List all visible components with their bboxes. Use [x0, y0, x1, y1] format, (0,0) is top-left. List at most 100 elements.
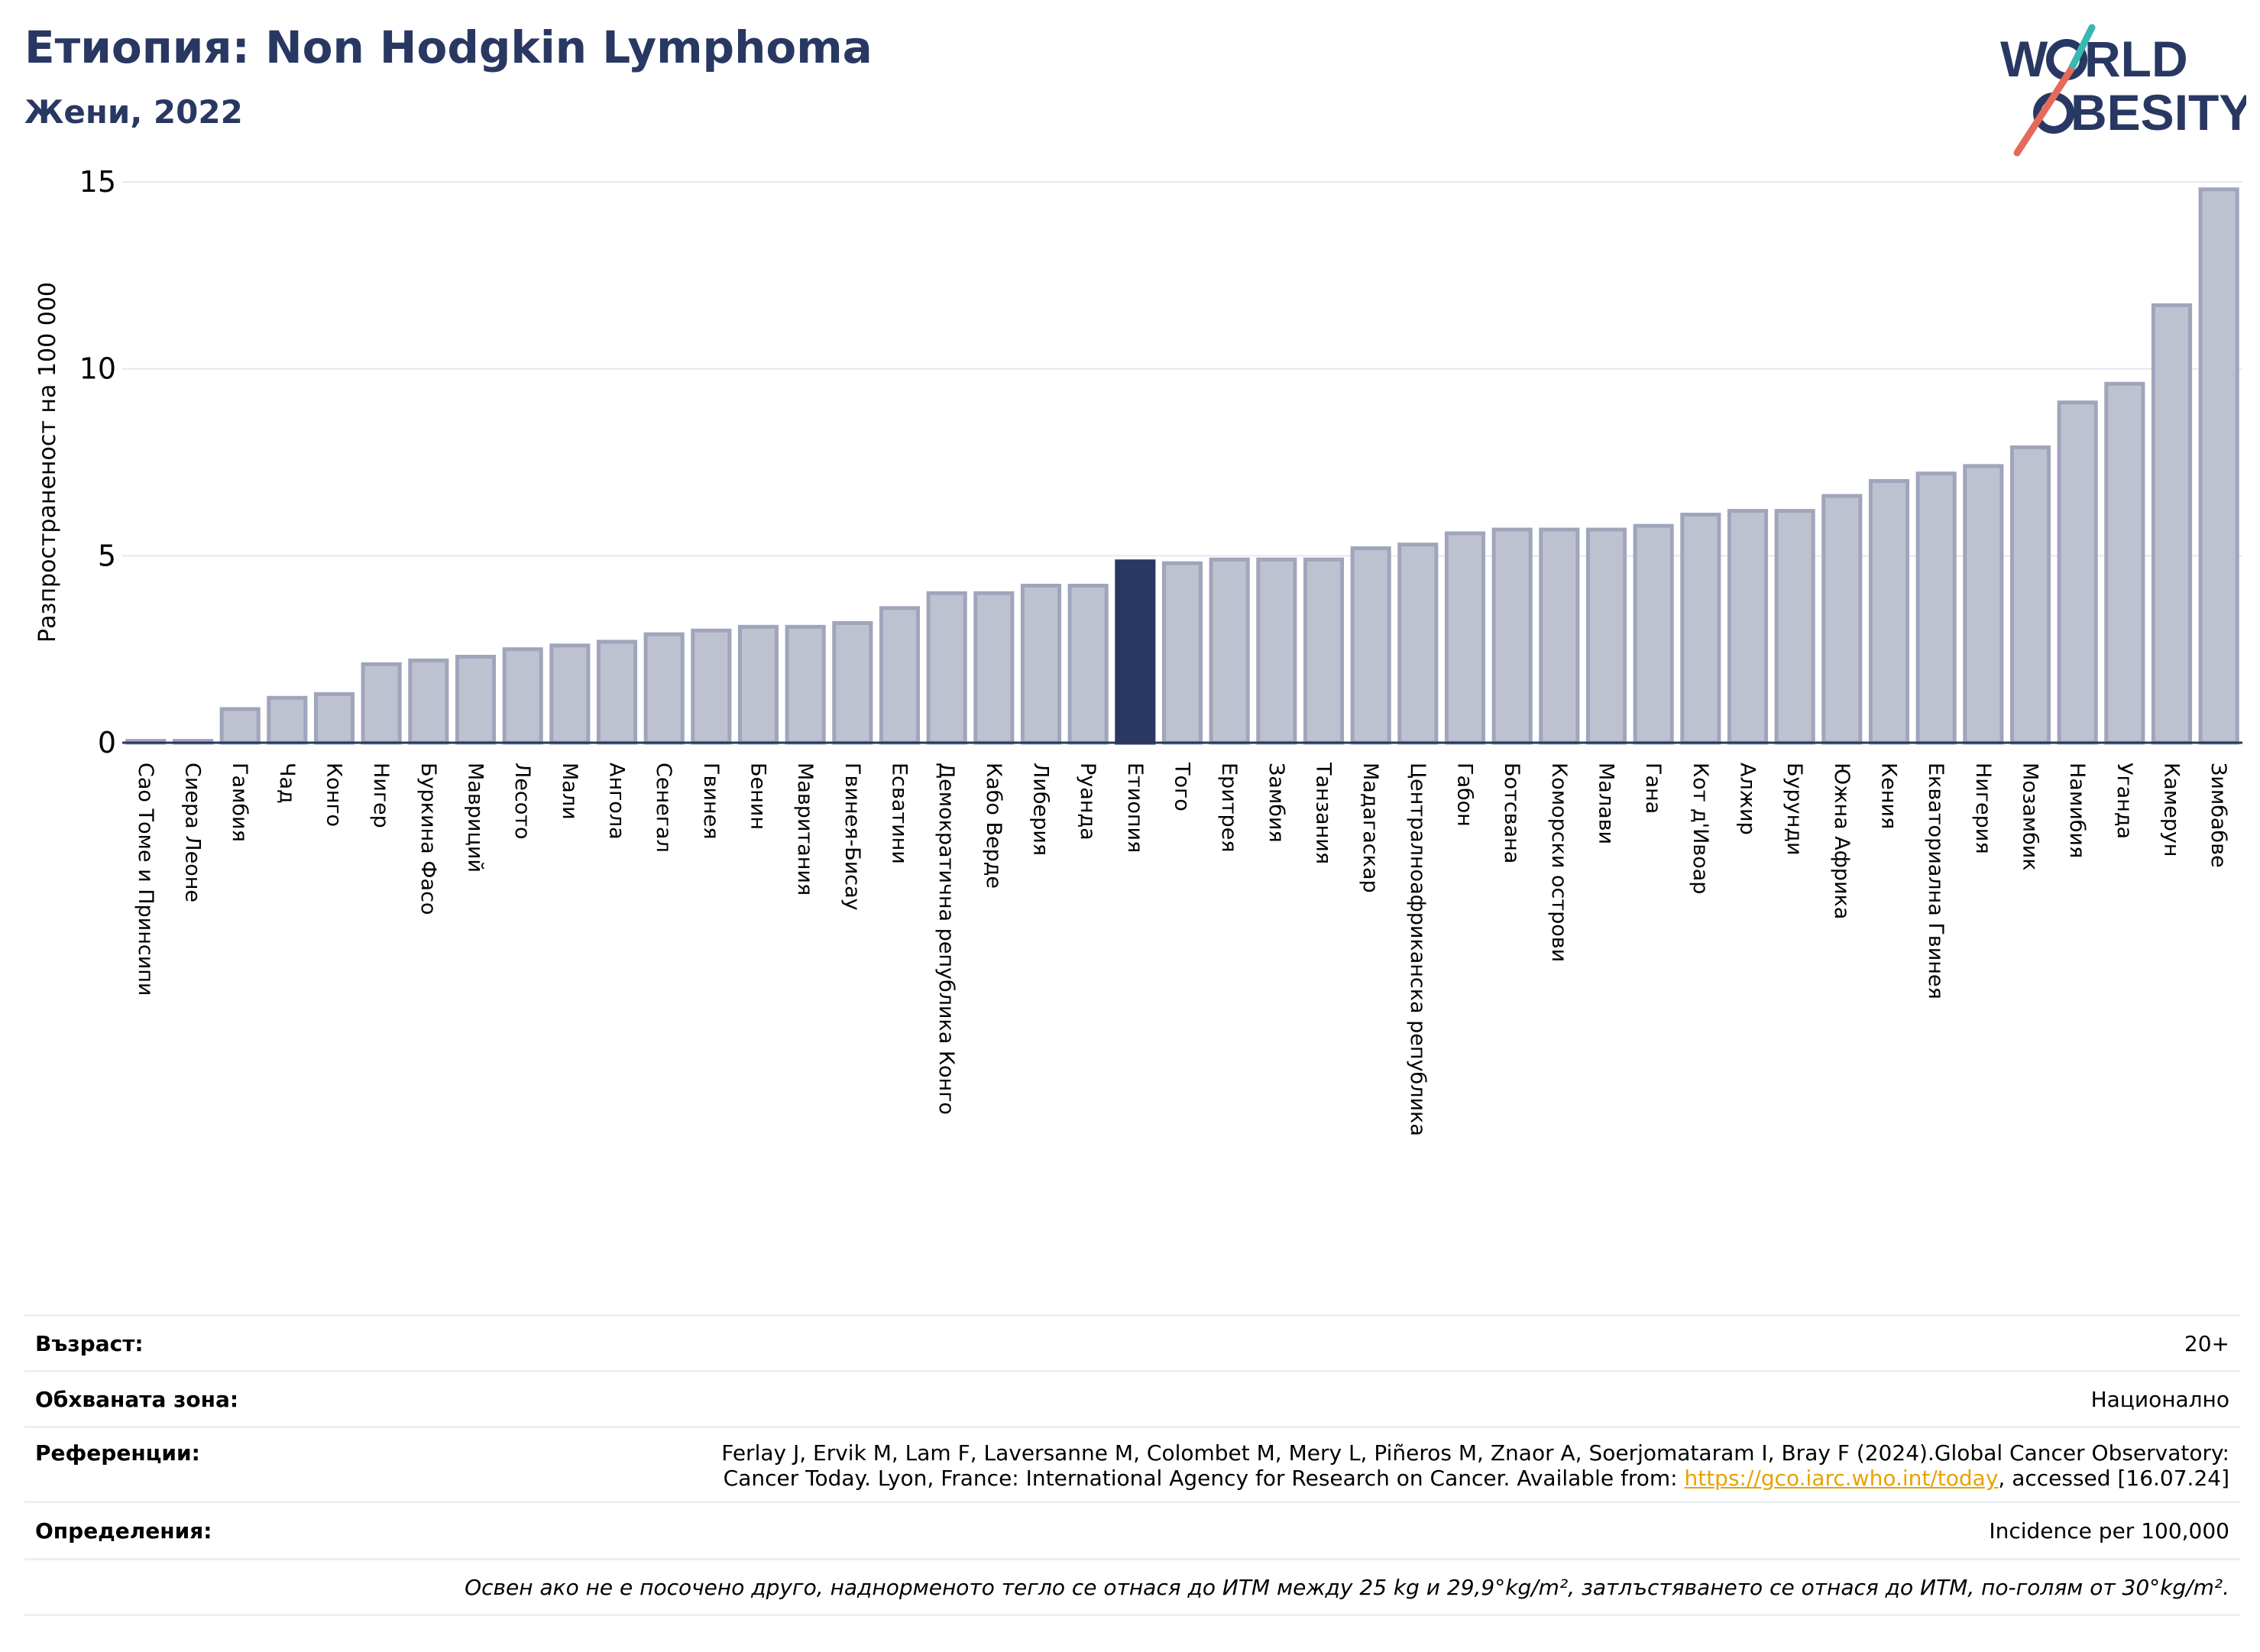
x-tick-label: Есватини	[888, 763, 911, 864]
x-tick-label: Еритрея	[1217, 763, 1241, 852]
bar	[1161, 561, 1203, 745]
info-row-area: Обхваната зона: Национално	[24, 1370, 2240, 1426]
x-tick-label: Танзания	[1312, 762, 1336, 864]
bar	[1774, 509, 1815, 745]
x-tick-label: Уганда	[2113, 763, 2136, 839]
svg-text:W: W	[2000, 31, 2048, 87]
bar	[2104, 381, 2145, 745]
world-obesity-logo: W RLD BESITY	[2000, 24, 2246, 157]
x-tick-label: Намибия	[2065, 763, 2089, 858]
bar	[2198, 187, 2239, 745]
bar	[1350, 546, 1391, 745]
x-tick-label: Мавриций	[464, 763, 487, 873]
y-tick-label: 15	[79, 165, 116, 199]
y-tick-label: 0	[98, 726, 116, 760]
bar	[1256, 557, 1297, 745]
bar	[313, 692, 355, 745]
svg-text:BESITY: BESITY	[2071, 84, 2246, 141]
x-tick-label: Ангола	[605, 763, 629, 840]
bar	[1915, 471, 1957, 745]
definitions-value: Incidence per 100,000	[1989, 1518, 2229, 1543]
x-tick-label: Малави	[1595, 763, 1618, 844]
x-tick-labels: Сао Томе и Принсипи Сиера Леоне Гамбия Чад К…	[134, 762, 2230, 1136]
info-row-references: Референции: Ferlay J, Ervik M, Lam F, La…	[24, 1426, 2240, 1501]
references-link[interactable]: https://gco.iarc.who.int/today	[1684, 1466, 1999, 1491]
x-tick-label: Лесото	[510, 763, 534, 840]
area-value: Национално	[2090, 1386, 2229, 1412]
x-tick-label: Сиера Леоне	[181, 763, 205, 902]
x-tick-label: Сао Томе и Принсипи	[134, 763, 157, 996]
y-tick-labels: 0 5 10 15	[79, 165, 116, 760]
bar-chart: 0 5 10 15 Сао Томе и Принсипи Сиера Леоне Гам…	[34, 165, 2242, 1136]
bar	[832, 620, 873, 745]
x-tick-label: Конго	[322, 763, 346, 827]
x-tick-label: Мадагаскар	[1358, 763, 1382, 893]
bar	[926, 591, 967, 745]
y-axis-label: Разпространеност на 100 000	[34, 282, 61, 643]
bar	[549, 643, 591, 745]
bar	[1444, 531, 1486, 745]
x-tick-label: Коморски острови	[1547, 763, 1571, 962]
age-value: 20+	[2184, 1330, 2229, 1356]
x-tick-label: Кабо Верде	[982, 763, 1005, 889]
definitions-label: Определения:	[35, 1518, 212, 1543]
x-tick-label: Гамбия	[228, 763, 251, 842]
x-tick-label: Централноафриканска република	[1406, 763, 1429, 1136]
x-tick-label: Руанда	[1076, 763, 1099, 841]
x-tick-label: Камерун	[2160, 763, 2184, 857]
x-tick-label: Етиопия	[1123, 763, 1147, 853]
bar	[785, 624, 826, 745]
x-tick-label: Бурунди	[1782, 763, 1806, 856]
bar	[1491, 527, 1533, 745]
x-tick-label: Гвинея	[699, 763, 723, 839]
age-label: Възраст:	[35, 1330, 144, 1356]
x-tick-label: Того	[1170, 762, 1194, 811]
chart-title: Етиопия: Non Hodgkin Lymphoma	[24, 21, 873, 73]
info-row-age: Възраст: 20+	[24, 1314, 2240, 1370]
bar	[1821, 494, 1863, 745]
x-tick-label: Ботсвана	[1500, 763, 1523, 863]
bar	[1115, 559, 1156, 745]
x-tick-label: Демократична република Конго	[934, 763, 958, 1115]
x-tick-label: Кения	[1877, 763, 1901, 829]
bar	[1868, 478, 1910, 745]
x-tick-label: Буркина Фасо	[416, 763, 440, 915]
bar	[455, 654, 497, 745]
bar	[502, 647, 543, 745]
svg-text:RLD: RLD	[2084, 31, 2188, 87]
info-table: Възраст: 20+ Обхваната зона: Национално …	[24, 1314, 2240, 1616]
x-tick-label: Южна Африка	[1830, 763, 1854, 919]
y-tick-label: 10	[79, 352, 116, 386]
footnote: Освен ако не е посочено друго, наднормен…	[465, 1574, 2229, 1600]
x-tick-label: Мозамбик	[2019, 763, 2042, 871]
x-tick-label: Габон	[1453, 763, 1477, 827]
bar	[1539, 527, 1580, 745]
references-label: Референции:	[35, 1440, 200, 1466]
bar	[1680, 513, 1721, 745]
references-accessed: , accessed [16.07.24]	[1998, 1466, 2229, 1491]
references-line-2: Cancer Today. Lyon, France: Internationa…	[721, 1466, 2229, 1491]
chart-subtitle: Жени, 2022	[24, 93, 243, 131]
bar	[1020, 583, 1062, 745]
bar	[408, 658, 449, 745]
y-tick-label: 5	[98, 539, 116, 572]
references-line-2-text: Cancer Today. Lyon, France: Internationa…	[723, 1466, 1685, 1491]
bar	[1397, 543, 1439, 745]
x-tick-label: Алжир	[1736, 763, 1760, 835]
x-tick-label: Гана	[1641, 763, 1665, 814]
info-row-note: Освен ако не е посочено друго, наднормен…	[24, 1558, 2240, 1616]
x-tick-label: Зимбабве	[2207, 763, 2230, 868]
references-value: Ferlay J, Ervik M, Lam F, Laversanne M, …	[721, 1440, 2229, 1491]
references-line-1: Ferlay J, Ervik M, Lam F, Laversanne M, …	[721, 1440, 2229, 1466]
x-tick-label: Бенин	[746, 763, 770, 830]
bar	[361, 662, 402, 745]
bar	[2009, 445, 2051, 745]
bar	[643, 632, 685, 745]
bar	[1585, 527, 1627, 745]
bar	[737, 624, 779, 745]
x-tick-label: Кот д'Ивоар	[1689, 763, 1712, 894]
bar	[267, 695, 308, 745]
x-tick-label: Гвинея-Бисау	[840, 763, 864, 911]
bar	[596, 640, 638, 745]
x-tick-label: Либерия	[1029, 763, 1053, 856]
